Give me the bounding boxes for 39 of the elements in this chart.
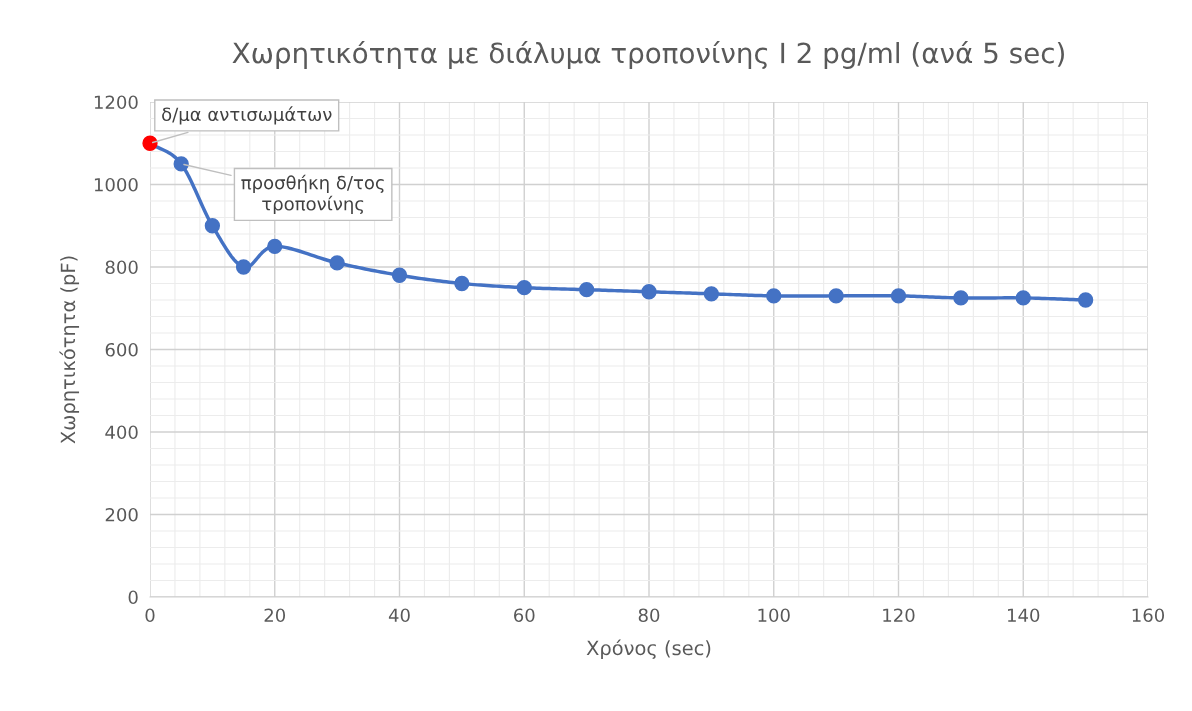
- x-tick-label: 0: [145, 608, 155, 623]
- y-tick-label: 400: [105, 425, 138, 440]
- point: [641, 284, 657, 300]
- point: [578, 282, 595, 298]
- x-tick-label: 100: [758, 608, 790, 623]
- x-tick-label: 160: [1132, 608, 1165, 623]
- point: [267, 238, 283, 255]
- point: [173, 156, 189, 172]
- y-tick-label: 800: [105, 260, 138, 275]
- point: [516, 279, 532, 296]
- point: [1077, 292, 1094, 308]
- y-tick-label: 1200: [94, 95, 138, 110]
- x-tick-label: 20: [264, 608, 286, 623]
- point: [204, 218, 221, 234]
- y-tick-label: 600: [105, 342, 138, 357]
- x-tick-label: 140: [1008, 608, 1040, 623]
- point: [1015, 290, 1031, 306]
- y-axis-title: Χωρητικότητα (pF): [59, 256, 80, 444]
- annotation: δ/μα αντισωμάτων: [162, 106, 332, 125]
- annotation: προσθήκη δ/τος τροπονίνης: [241, 174, 384, 215]
- point: [235, 259, 252, 275]
- point: [890, 288, 907, 304]
- point: [142, 135, 158, 151]
- x-tick-label: 40: [388, 608, 410, 623]
- point: [703, 286, 720, 302]
- point: [766, 288, 782, 304]
- point: [828, 288, 844, 304]
- point: [454, 275, 470, 292]
- y-tick-label: 200: [105, 507, 138, 522]
- y-tick-label: 0: [128, 590, 138, 605]
- x-tick-label: 60: [514, 608, 535, 623]
- x-axis-title: Χρόνος (sec): [586, 639, 711, 660]
- x-tick-label: 120: [883, 608, 915, 623]
- point: [391, 267, 408, 283]
- point: [953, 290, 969, 306]
- point: [329, 255, 345, 271]
- chart-title: Χωρητικότητα με διάλυμα τροπονίνης I 2 pg/ml (ανά 5 sec): [232, 40, 1064, 69]
- x-tick-label: 80: [638, 608, 660, 623]
- y-tick-label: 1000: [94, 177, 138, 192]
